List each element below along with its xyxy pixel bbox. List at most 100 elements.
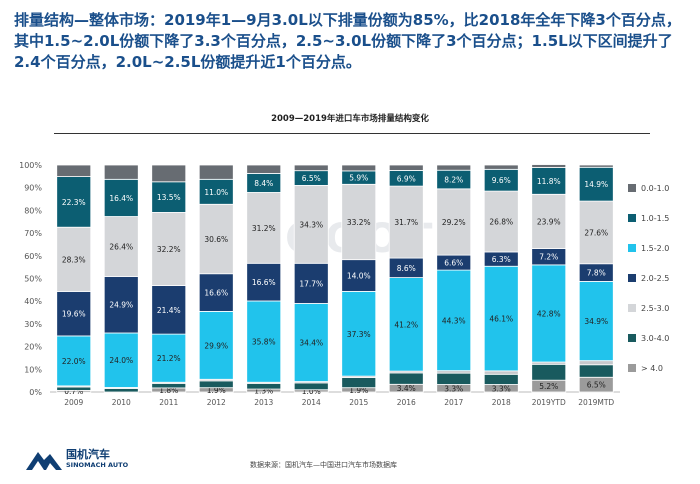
data-label: 8.4% xyxy=(254,179,273,188)
data-label: 16.4% xyxy=(109,194,133,203)
data-label: 6.9% xyxy=(397,174,416,183)
data-label: 37.3% xyxy=(347,330,371,339)
bar-segment xyxy=(388,185,424,259)
bar-segment xyxy=(483,190,519,253)
brand-name-en: SINOMACH AUTO xyxy=(66,461,129,469)
bar-segment xyxy=(198,380,234,389)
bar-segment xyxy=(578,200,614,265)
bar-segment xyxy=(483,373,519,385)
data-label: 31.2% xyxy=(252,224,276,233)
legend-swatch xyxy=(628,304,636,312)
x-tick-label: 2012 xyxy=(207,398,226,407)
bar-segment xyxy=(578,364,614,378)
y-tick-label: 70% xyxy=(24,229,42,238)
chart-title: 2009—2019年进口车市场排量结构变化 xyxy=(271,114,429,124)
data-label: 42.8% xyxy=(537,309,561,318)
bar-segment xyxy=(531,193,567,249)
x-tick-label: 2016 xyxy=(397,398,416,407)
data-label: 3.3% xyxy=(492,384,511,393)
data-label: 24.9% xyxy=(109,301,133,310)
data-label: 9.6% xyxy=(492,176,511,185)
y-tick-label: 20% xyxy=(24,343,42,352)
bar-segment xyxy=(198,164,234,180)
bar-segment xyxy=(246,164,282,174)
bar-segment xyxy=(103,388,139,393)
data-label: 0.7% xyxy=(64,387,83,396)
legend-label: 2.0-2.5 xyxy=(641,274,669,283)
data-label: 22.3% xyxy=(62,198,86,207)
bar-segment xyxy=(436,269,472,372)
data-label: 5.2% xyxy=(539,382,558,391)
data-label: 29.2% xyxy=(442,218,466,227)
bar-segment xyxy=(436,164,472,171)
bar-segment xyxy=(246,262,282,302)
bar-segment xyxy=(151,285,187,335)
legend-swatch xyxy=(628,184,636,192)
data-label: 19.6% xyxy=(62,310,86,319)
data-label: 27.6% xyxy=(584,228,608,237)
legend-swatch xyxy=(628,244,636,252)
y-tick-label: 50% xyxy=(24,275,42,284)
data-label: 6.6% xyxy=(444,259,463,268)
legend-swatch xyxy=(628,214,636,222)
data-label: 14.0% xyxy=(347,272,371,281)
bar-segment xyxy=(436,372,472,385)
y-tick-label: 90% xyxy=(24,184,42,193)
data-label: 26.8% xyxy=(489,218,513,227)
data-label: 44.3% xyxy=(442,316,466,325)
x-tick-label: 2014 xyxy=(302,398,321,407)
sinomach-logo-icon xyxy=(26,452,62,470)
x-tick-label: 2013 xyxy=(254,398,273,407)
data-label: 46.1% xyxy=(489,315,513,324)
bar-segment xyxy=(341,291,377,377)
bar-segment xyxy=(56,164,92,177)
title-divider xyxy=(54,133,650,134)
x-tick-label: 2019YTD xyxy=(532,398,566,407)
bar-segment xyxy=(341,377,377,389)
bar-segment xyxy=(293,303,329,382)
stacked-bar-chart: YOOOT0%10%20%30%40%50%60%70%80%90%100%0.… xyxy=(19,161,669,407)
data-label: 6.5% xyxy=(587,381,606,390)
bar-segment xyxy=(531,167,567,195)
bar-segment xyxy=(103,276,139,334)
bar-segment xyxy=(246,382,282,390)
bar-segment xyxy=(293,262,329,304)
y-tick-label: 10% xyxy=(24,365,42,374)
bar-segment xyxy=(151,382,187,389)
legend-label: 2.5-3.0 xyxy=(641,304,669,313)
y-tick-label: 100% xyxy=(19,161,42,170)
data-label: 14.9% xyxy=(584,180,608,189)
bar-segment xyxy=(198,203,234,275)
data-label: 32.2% xyxy=(157,245,181,254)
data-label: 21.4% xyxy=(157,306,181,315)
data-label: 6.3% xyxy=(492,255,511,264)
bar-segment xyxy=(578,166,614,202)
headline-text: 排量结构—整体市场：2019年1—9月3.0L以下排量份额为85%，比2018年… xyxy=(14,11,681,71)
data-label: 11.0% xyxy=(204,188,228,197)
bar-segment xyxy=(483,164,519,170)
bar-segment xyxy=(388,372,424,385)
y-tick-label: 60% xyxy=(24,252,42,261)
bar-segment xyxy=(151,164,187,183)
data-label: 5.9% xyxy=(349,174,368,183)
bar-segment xyxy=(341,183,377,261)
data-label: 3.4% xyxy=(397,384,416,393)
bar-segment xyxy=(293,185,329,264)
bar-segment xyxy=(531,363,567,381)
data-label: 11.8% xyxy=(537,177,561,186)
x-tick-label: 2011 xyxy=(159,398,178,407)
bar-segment xyxy=(341,259,377,292)
data-label: 3.3% xyxy=(444,384,463,393)
data-label: 1.9% xyxy=(349,386,368,395)
legend-label: > 4.0 xyxy=(641,364,663,373)
data-label: 34.9% xyxy=(584,317,608,326)
data-label: 41.2% xyxy=(394,320,418,329)
data-label: 35.8% xyxy=(252,338,276,347)
data-label: 34.4% xyxy=(299,339,323,348)
legend-swatch xyxy=(628,334,636,342)
legend-label: 0.0-1.0 xyxy=(641,184,669,193)
bar-segment xyxy=(151,333,187,383)
x-tick-label: 2018 xyxy=(492,398,511,407)
data-label: 16.6% xyxy=(204,289,228,298)
bar-segment xyxy=(578,360,614,366)
